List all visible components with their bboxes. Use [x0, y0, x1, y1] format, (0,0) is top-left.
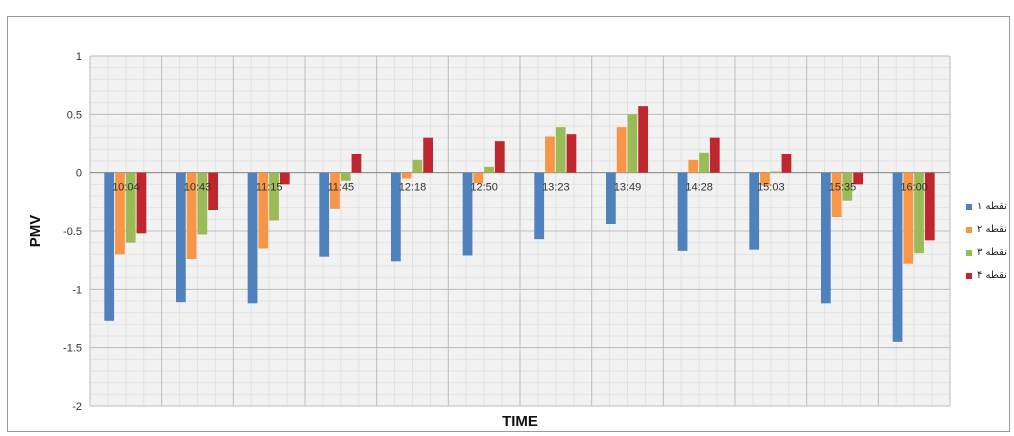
- bar-2-14:28: [688, 159, 699, 173]
- bar-1-11:15: [247, 172, 258, 304]
- x-category-label: 14:28: [685, 182, 713, 194]
- bar-4-12:18: [423, 137, 433, 173]
- bar-3-10:43: [197, 172, 208, 235]
- bar-2-10:04: [115, 172, 125, 255]
- bar-4-11:45: [351, 154, 362, 173]
- bar-1-14:28: [677, 172, 688, 251]
- bar-3-12:50: [484, 166, 494, 173]
- legend-label: نقطه ۲: [977, 224, 1007, 235]
- legend-label: نقطه ۳: [977, 247, 1007, 258]
- bar-4-10:04: [136, 172, 147, 234]
- x-category-label: 13:23: [542, 182, 570, 194]
- pmv-bar-chart: 1 0.5 0 -0.5 -1 -1.5 -2 10:04 10:43 11:15 11:45 12:…: [27, 51, 951, 430]
- bar-3-10:04: [125, 172, 136, 243]
- chart-legend: نقطه ۱ نقطه ۲ نقطه ۳ نقطه ۴: [966, 195, 1014, 287]
- bar-1-16:00: [892, 172, 903, 342]
- bar-4-11:15: [279, 172, 290, 185]
- bar-2-12:18: [401, 172, 412, 179]
- bar-4-16:00: [924, 172, 935, 241]
- legend-item: نقطه ۱: [966, 195, 1014, 218]
- x-category-label: 15:35: [829, 182, 857, 194]
- legend-label: نقطه ۴: [977, 270, 1007, 281]
- bar-3-16:00: [914, 172, 924, 254]
- bar-1-10:04: [104, 172, 115, 321]
- bar-4-14:28: [709, 137, 720, 173]
- legend-item: نقطه ۳: [966, 241, 1014, 264]
- legend-swatch: [966, 249, 972, 256]
- legend-swatch: [966, 226, 972, 233]
- bar-1-10:43: [176, 172, 186, 303]
- bar-1-12:18: [391, 172, 401, 262]
- bar-1-13:23: [534, 172, 545, 240]
- legend-swatch: [966, 203, 972, 210]
- bar-3-15:35: [842, 172, 853, 201]
- y-tick-label: -1.5: [63, 343, 82, 355]
- y-tick-label: 1: [76, 51, 82, 63]
- bar-2-10:43: [186, 172, 197, 259]
- chart-frame: 1 0.5 0 -0.5 -1 -1.5 -2 10:04 10:43 11:15 11:45 12:…: [7, 16, 1010, 432]
- bar-3-15:03: [770, 171, 781, 173]
- bar-3-11:45: [340, 172, 351, 181]
- x-category-label: 15:03: [757, 182, 785, 194]
- x-category-label: 13:49: [614, 182, 642, 194]
- legend-item: نقطه ۴: [966, 264, 1014, 287]
- bar-1-15:03: [749, 172, 760, 250]
- x-axis-title: TIME: [502, 413, 538, 430]
- bar-3-14:28: [699, 152, 709, 173]
- bar-1-15:35: [821, 172, 831, 304]
- y-axis-title: PMV: [27, 215, 44, 248]
- x-category-label: 11:15: [256, 182, 283, 194]
- bar-4-13:23: [566, 134, 577, 173]
- x-category-label: 12:18: [399, 182, 427, 194]
- bar-4-10:43: [208, 172, 218, 210]
- bar-2-16:00: [903, 172, 914, 264]
- bar-1-12:50: [462, 172, 473, 256]
- x-category-label: 11:45: [327, 182, 354, 194]
- y-tick-label: 0.5: [67, 109, 82, 121]
- legend-label: نقطه ۱: [977, 201, 1007, 212]
- bar-2-15:35: [831, 172, 842, 217]
- x-category-label: 10:43: [184, 182, 212, 194]
- bar-4-12:50: [494, 141, 505, 173]
- legend-swatch: [966, 272, 972, 279]
- bar-3-13:49: [627, 114, 638, 173]
- y-tick-label: -1: [72, 284, 82, 296]
- y-tick-label: -0.5: [63, 226, 82, 238]
- y-tick-label: -2: [72, 401, 82, 413]
- bar-2-11:45: [330, 172, 340, 209]
- bar-2-11:15: [258, 172, 269, 249]
- bar-3-13:23: [555, 127, 566, 173]
- bar-2-13:49: [616, 127, 627, 173]
- bar-1-13:49: [606, 172, 616, 224]
- x-category-label: 12:50: [470, 182, 498, 194]
- bar-2-13:23: [545, 136, 555, 173]
- bar-3-12:18: [412, 159, 423, 173]
- x-category-label: 10:04: [112, 182, 140, 194]
- legend-item: نقطه ۲: [966, 218, 1014, 241]
- y-tick-label: 0: [76, 168, 82, 180]
- bar-4-15:35: [853, 172, 863, 185]
- bar-4-15:03: [781, 154, 792, 173]
- bar-3-11:15: [269, 172, 279, 221]
- bar-2-15:03: [760, 172, 770, 186]
- bar-2-12:50: [473, 172, 484, 184]
- bar-4-13:49: [638, 106, 648, 173]
- x-category-label: 16:00: [900, 182, 928, 194]
- bar-1-11:45: [319, 172, 330, 257]
